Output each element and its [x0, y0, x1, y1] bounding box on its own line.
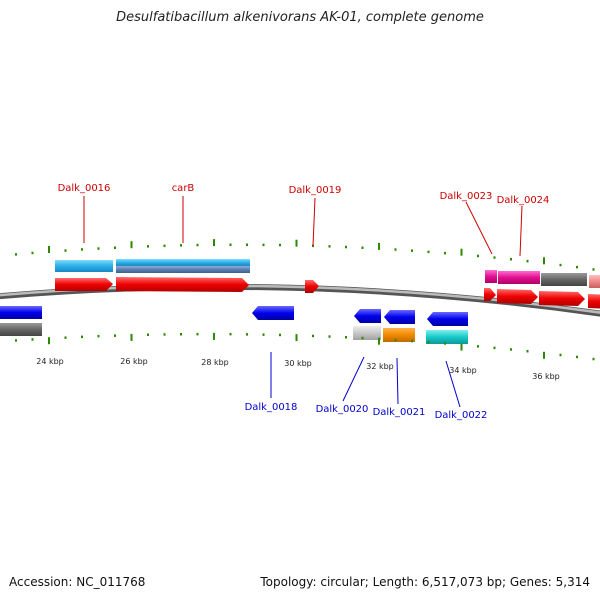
gene-dalk-0024[interactable] — [498, 271, 540, 284]
forward-gene-labels: Dalk_0016 carB Dalk_0019 Dalk_0023 Dalk_… — [58, 183, 550, 257]
gene-dalk-0021[interactable] — [383, 328, 415, 342]
scale-label-24: 24 kbp — [36, 357, 64, 366]
cds-dalk-0018[interactable] — [252, 306, 294, 320]
leader-dalk-0019 — [312, 197, 316, 247]
gene-carb-upper[interactable] — [116, 259, 250, 266]
leader-dalk-0023 — [465, 201, 493, 255]
gene-feature-salmon[interactable] — [589, 275, 600, 288]
leader-dalk-0020 — [342, 356, 365, 402]
gene-reverse-left[interactable] — [0, 323, 42, 336]
leader-dalk-0021 — [396, 357, 399, 405]
forward-features — [55, 259, 600, 309]
cds-dalk-0020[interactable] — [354, 309, 381, 323]
scale-label-36: 36 kbp — [532, 372, 560, 381]
reverse-gene-labels: Dalk_0018 Dalk_0020 Dalk_0021 Dalk_0022 — [245, 352, 488, 421]
scale-label-26: 26 kbp — [120, 357, 148, 366]
ruler-ticks-top — [15, 239, 595, 271]
gene-feature-gray[interactable] — [541, 273, 587, 286]
gene-dalk-0023[interactable] — [485, 270, 497, 283]
leader-dalk-0022 — [445, 360, 461, 408]
cds-dalk-0021[interactable] — [384, 310, 415, 324]
gene-dalk-0016[interactable] — [55, 260, 113, 272]
label-dalk-0018[interactable]: Dalk_0018 — [245, 402, 298, 413]
cds-dalk-0019[interactable] — [305, 280, 319, 293]
cds-dalk-0024[interactable] — [497, 289, 538, 304]
scale-label-30: 30 kbp — [284, 359, 312, 368]
accession-text: Accession: NC_011768 — [9, 575, 146, 589]
cds-dalk-0022[interactable] — [427, 312, 468, 326]
cds-next-1[interactable] — [539, 291, 585, 306]
label-dalk-0019[interactable]: Dalk_0019 — [289, 185, 342, 196]
cds-carb[interactable] — [116, 277, 249, 292]
cds-dalk-0023[interactable] — [484, 288, 496, 301]
scale-label-34: 34 kbp — [449, 366, 477, 375]
genome-summary-text: Topology: circular; Length: 6,517,073 bp… — [260, 575, 590, 589]
cds-reverse-left[interactable] — [0, 306, 42, 319]
gene-carb-lower[interactable] — [116, 266, 250, 273]
reverse-features — [0, 306, 468, 344]
label-dalk-0024[interactable]: Dalk_0024 — [497, 195, 550, 206]
gene-dalk-0020[interactable] — [353, 326, 381, 340]
label-dalk-0022[interactable]: Dalk_0022 — [435, 410, 488, 421]
label-dalk-0020[interactable]: Dalk_0020 — [316, 404, 369, 415]
label-dalk-0016[interactable]: Dalk_0016 — [58, 183, 111, 194]
cds-dalk-0016[interactable] — [55, 278, 113, 291]
label-carb[interactable]: carB — [172, 183, 195, 194]
scale-label-28: 28 kbp — [201, 358, 229, 367]
genome-title: Desulfatibacillum alkenivorans AK-01, co… — [116, 10, 484, 25]
scale-label-32: 32 kbp — [366, 362, 394, 371]
scale-labels: 24 kbp 26 kbp 28 kbp 30 kbp 32 kbp 34 kb… — [36, 357, 560, 381]
label-dalk-0021[interactable]: Dalk_0021 — [373, 407, 426, 418]
cds-next-2[interactable] — [588, 294, 600, 309]
label-dalk-0023[interactable]: Dalk_0023 — [440, 191, 493, 202]
gene-dalk-0022[interactable] — [426, 330, 468, 344]
ruler-ticks-bottom — [15, 332, 595, 361]
leader-dalk-0024 — [519, 205, 523, 257]
